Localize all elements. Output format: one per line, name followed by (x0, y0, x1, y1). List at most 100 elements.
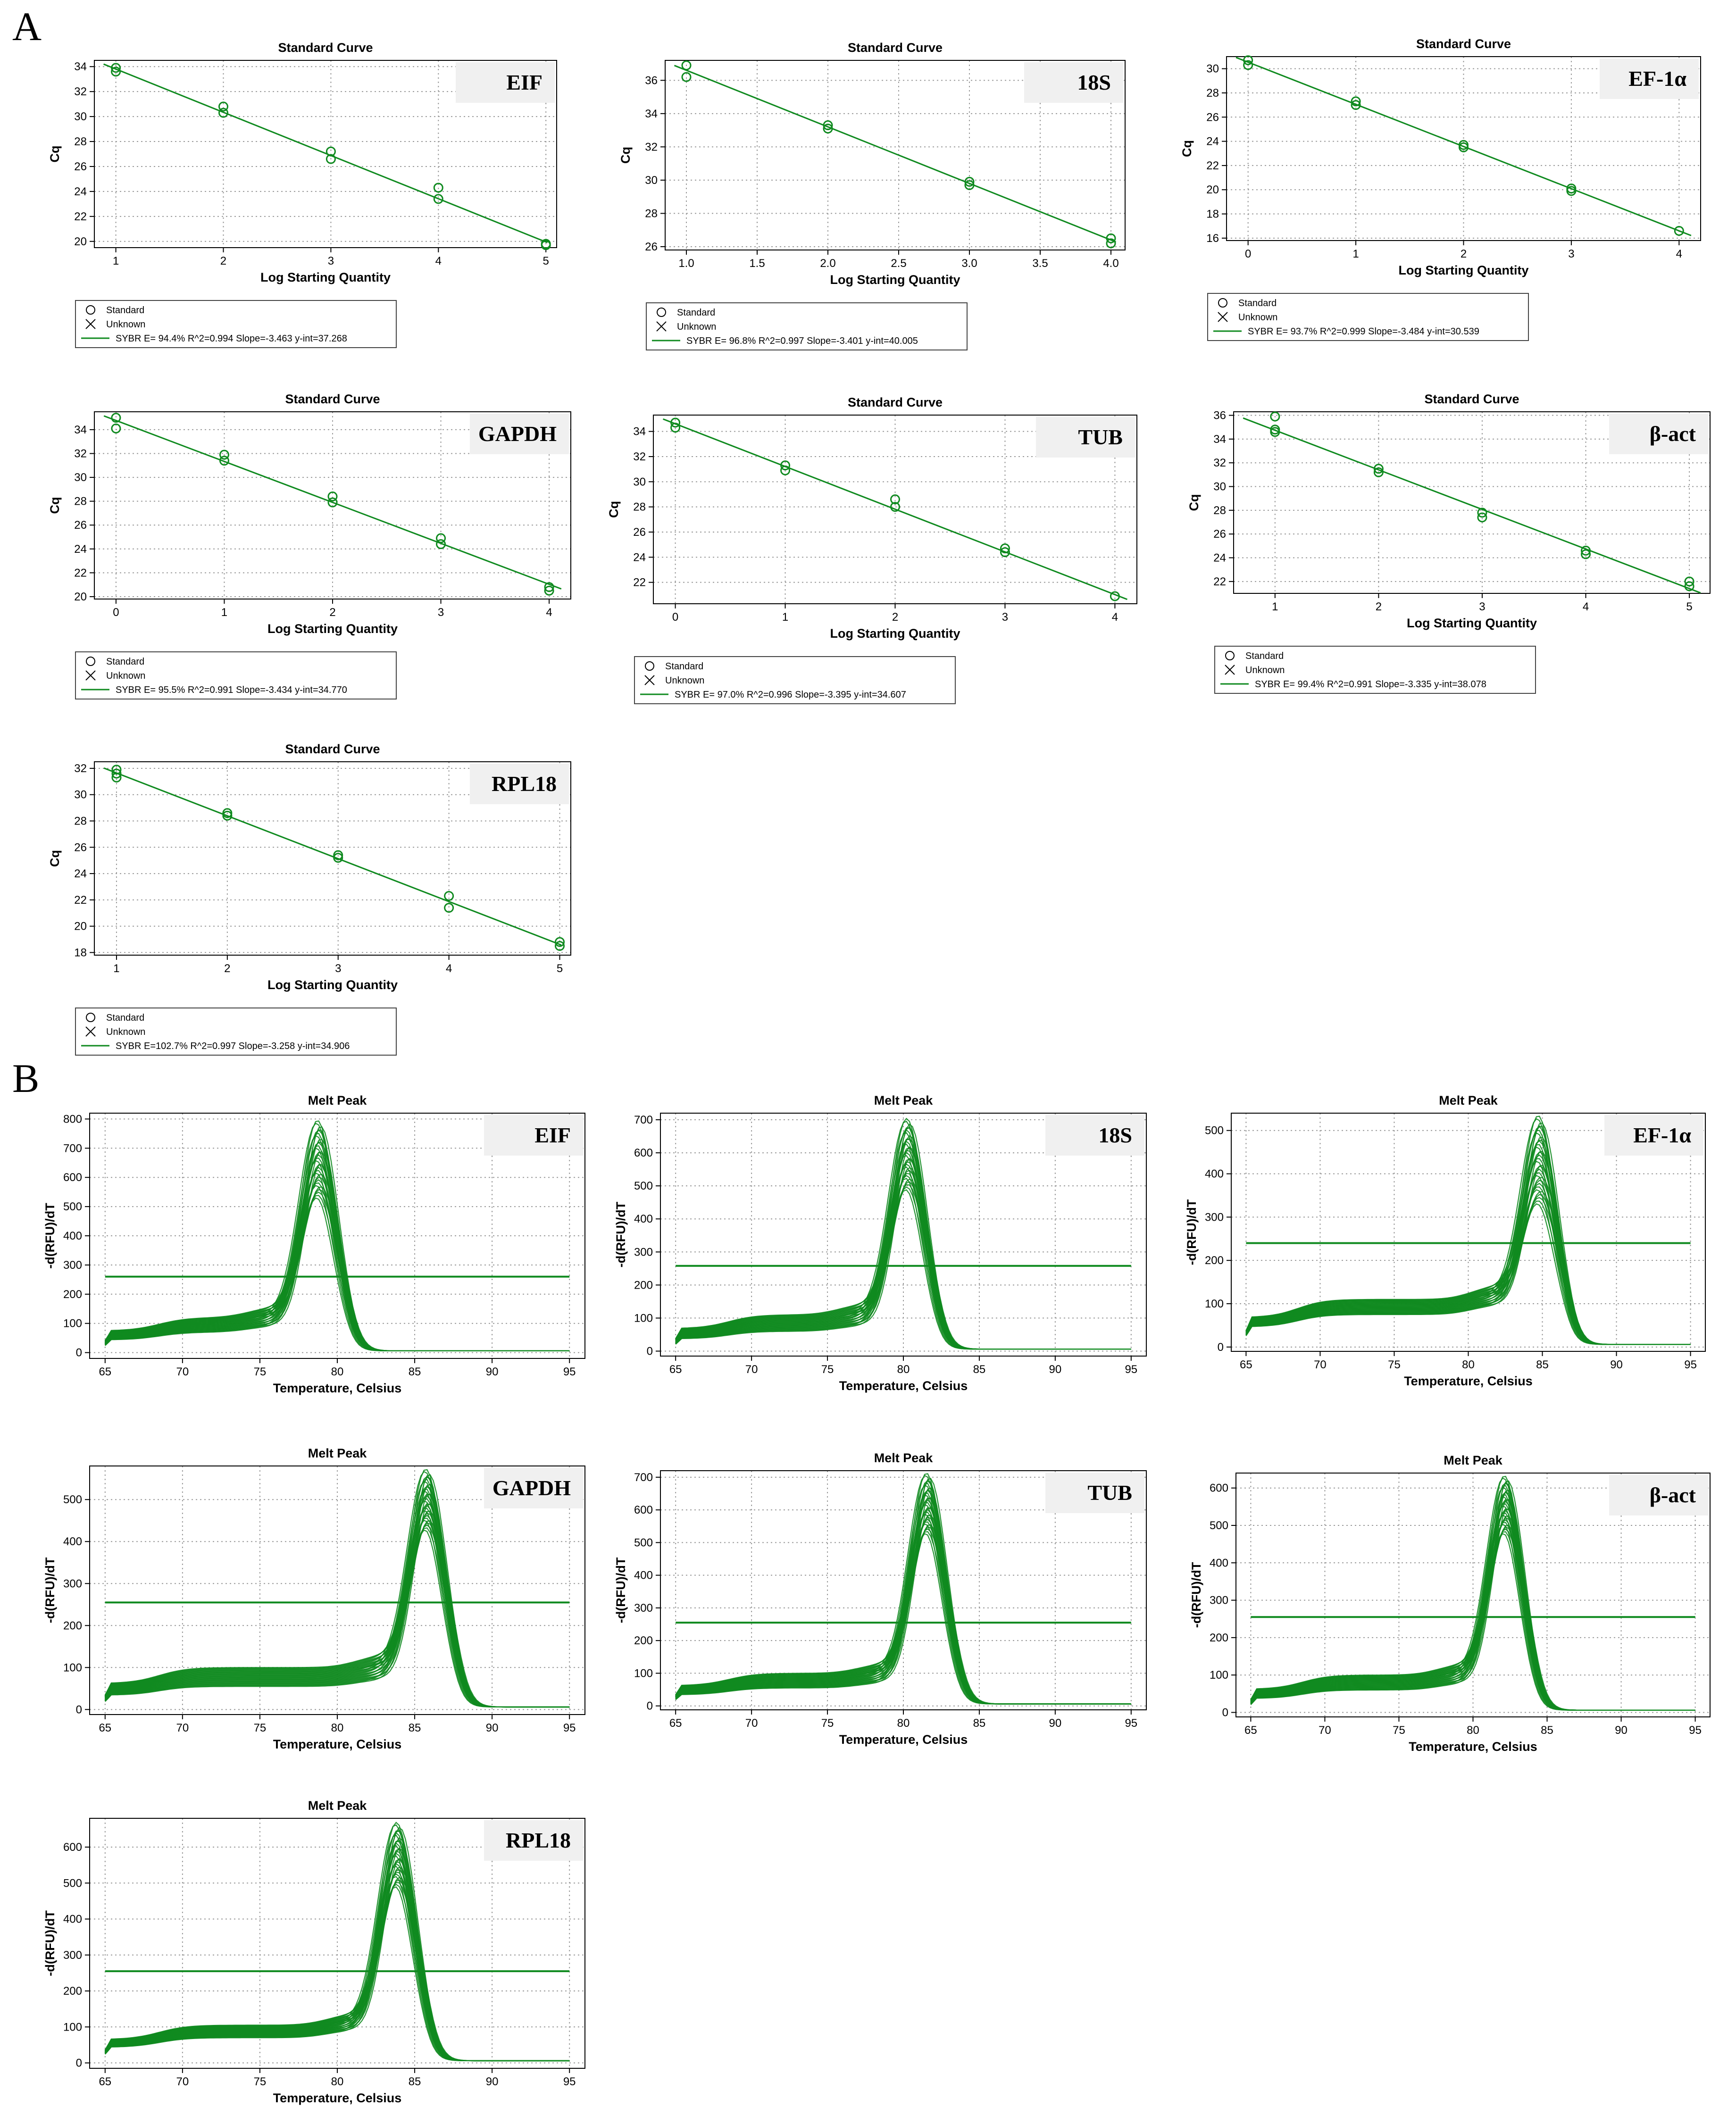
y-tick-label: 24 (74, 867, 87, 880)
y-tick-label: 26 (74, 519, 87, 532)
y-tick-label: 36 (645, 74, 658, 87)
chart-title: Melt Peak (874, 1093, 934, 1107)
chart-title: Melt Peak (1444, 1453, 1503, 1467)
y-tick-label: 28 (645, 207, 658, 220)
legend-frame (646, 302, 968, 350)
data-point (111, 67, 121, 77)
y-tick-label: 22 (74, 210, 87, 223)
data-point (1674, 225, 1684, 236)
x-tick-label: 70 (745, 1717, 758, 1730)
data-point (436, 539, 446, 550)
gene-label: TUB (1087, 1481, 1132, 1505)
melt-series-line (104, 1822, 570, 2062)
data-point (890, 494, 900, 505)
legend-unknown-marker (656, 321, 667, 332)
y-tick-label: 24 (1206, 135, 1219, 148)
legend-sybr-label: SYBR E= 96.8% R^2=0.997 Slope=-3.401 y-i… (686, 336, 918, 346)
data-point (555, 937, 565, 947)
x-tick-label: 65 (1240, 1358, 1252, 1371)
x-tick-label: 3 (1479, 600, 1485, 613)
fit-line (1243, 417, 1701, 594)
x-tick-label: 80 (897, 1717, 910, 1730)
data-point (222, 808, 233, 818)
chart-standard-curve-rpl18: 1 2 3 4 5 18 20 22 24 26 28 30 32 Standard Curve Log S… (48, 742, 571, 1056)
y-tick-label: 100 (1205, 1298, 1224, 1310)
legend: Standard Unknown SYBR E= 95.5% R^2=0.991 S… (75, 651, 397, 699)
data-point (111, 772, 122, 783)
x-tick-label: 65 (99, 1366, 111, 1378)
y-tick-label: 34 (74, 424, 87, 436)
y-axis-label: Cq (1180, 140, 1194, 157)
data-point (681, 60, 692, 71)
legend: Standard Unknown SYBR E= 96.8% R^2=0.997 S… (646, 302, 968, 350)
data-point (1106, 238, 1116, 249)
legend-standard-label: Standard (1238, 298, 1277, 308)
x-tick-label: 1 (221, 606, 227, 619)
data-point (333, 850, 343, 860)
legend-frame (634, 656, 956, 704)
y-tick-label: 500 (634, 1536, 653, 1549)
y-tick-label: 32 (633, 450, 646, 463)
y-tick-label: 34 (633, 425, 646, 438)
data-point (1373, 467, 1384, 477)
data-point (1351, 96, 1361, 107)
chart-title: Standard Curve (278, 41, 373, 55)
legend-sybr-label: SYBR E= 95.5% R^2=0.991 Slope=-3.434 y-i… (116, 685, 347, 695)
plot-frame (1233, 411, 1711, 594)
x-axis-label: Temperature, Celsius (273, 2091, 402, 2105)
x-tick-label: 75 (1393, 1724, 1405, 1737)
y-tick-label: 600 (63, 1171, 82, 1184)
x-tick-label: 65 (669, 1717, 682, 1730)
x-axis-label: Temperature, Celsius (839, 1379, 968, 1393)
gene-label-box (1600, 58, 1699, 99)
gene-label-box (1604, 1115, 1703, 1156)
y-tick-label: 100 (1210, 1669, 1228, 1682)
x-tick-label: 3.0 (961, 257, 977, 270)
x-axis-label: Temperature, Celsius (1409, 1740, 1537, 1754)
y-tick-label: 24 (74, 543, 87, 556)
x-axis-label: Log Starting Quantity (830, 626, 960, 641)
legend-frame (1207, 293, 1529, 341)
x-tick-label: 1.0 (678, 257, 694, 270)
y-tick-label: 400 (1210, 1557, 1228, 1569)
gene-label-box (1045, 1473, 1144, 1513)
data-point (780, 460, 791, 471)
y-tick-label: 200 (1210, 1632, 1228, 1644)
x-tick-label: 4 (435, 255, 442, 267)
y-tick-label: 300 (63, 1259, 82, 1272)
x-tick-label: 3 (438, 606, 444, 619)
data-point (111, 413, 121, 423)
x-tick-label: 2 (1461, 248, 1467, 260)
legend-sybr-label: SYBR E= 99.4% R^2=0.991 Slope=-3.335 y-i… (1255, 679, 1486, 690)
x-tick-label: 75 (254, 1366, 267, 1378)
y-tick-label: 800 (63, 1113, 82, 1125)
y-tick-label: 32 (74, 448, 87, 460)
x-tick-label: 4 (1583, 600, 1589, 613)
gene-label-box (484, 1820, 583, 1861)
y-tick-label: 22 (74, 894, 87, 907)
data-point (444, 891, 454, 901)
data-point (433, 183, 443, 193)
y-tick-label: 34 (1213, 433, 1226, 446)
x-tick-label: 65 (669, 1363, 682, 1376)
y-tick-label: 100 (63, 1661, 82, 1674)
y-tick-label: 200 (634, 1279, 653, 1291)
melt-series-line (675, 1117, 1131, 1350)
legend-unknown-marker (85, 1026, 96, 1037)
y-tick-label: 400 (63, 1230, 82, 1242)
gene-label: GAPDH (492, 1476, 571, 1500)
data-point (1459, 142, 1469, 152)
gene-label-box (470, 764, 569, 804)
x-axis-label: Log Starting Quantity (1407, 616, 1537, 630)
gene-label-box (1609, 1475, 1708, 1515)
x-tick-label: 0 (1245, 248, 1251, 260)
y-tick-label: 24 (74, 185, 87, 198)
y-tick-label: 400 (634, 1213, 653, 1225)
y-tick-label: 28 (1206, 87, 1219, 100)
legend-standard-label: Standard (677, 308, 715, 318)
data-point (823, 124, 833, 134)
data-point (670, 417, 681, 428)
y-tick-label: 18 (74, 946, 87, 959)
